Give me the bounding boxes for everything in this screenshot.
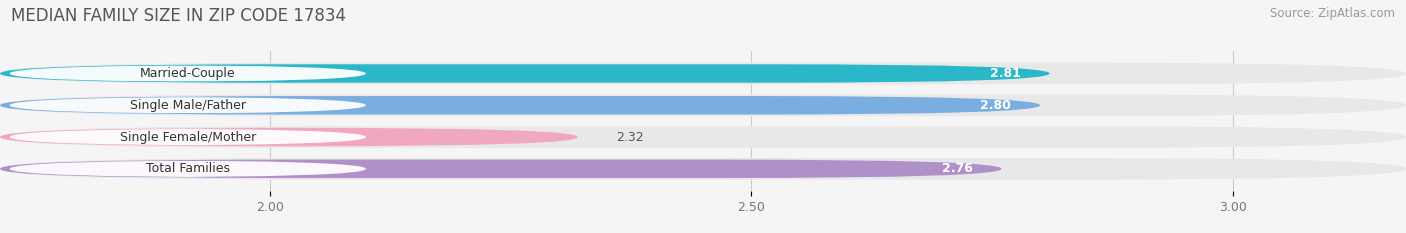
Text: MEDIAN FAMILY SIZE IN ZIP CODE 17834: MEDIAN FAMILY SIZE IN ZIP CODE 17834 <box>11 7 346 25</box>
FancyBboxPatch shape <box>10 97 366 114</box>
FancyBboxPatch shape <box>0 126 1406 148</box>
FancyBboxPatch shape <box>0 158 1406 180</box>
Text: Single Male/Father: Single Male/Father <box>129 99 246 112</box>
FancyBboxPatch shape <box>0 64 1050 83</box>
Text: Single Female/Mother: Single Female/Mother <box>120 130 256 144</box>
FancyBboxPatch shape <box>10 65 366 82</box>
FancyBboxPatch shape <box>10 160 366 177</box>
FancyBboxPatch shape <box>0 128 578 146</box>
FancyBboxPatch shape <box>0 63 1406 84</box>
FancyBboxPatch shape <box>0 94 1406 116</box>
FancyBboxPatch shape <box>0 96 1040 114</box>
Text: Total Families: Total Families <box>146 162 229 175</box>
Text: 2.80: 2.80 <box>980 99 1011 112</box>
Text: 2.32: 2.32 <box>616 130 644 144</box>
FancyBboxPatch shape <box>10 129 366 146</box>
Text: Married-Couple: Married-Couple <box>141 67 236 80</box>
FancyBboxPatch shape <box>0 160 1001 178</box>
Text: 2.76: 2.76 <box>942 162 973 175</box>
Text: Source: ZipAtlas.com: Source: ZipAtlas.com <box>1270 7 1395 20</box>
Text: 2.81: 2.81 <box>990 67 1021 80</box>
